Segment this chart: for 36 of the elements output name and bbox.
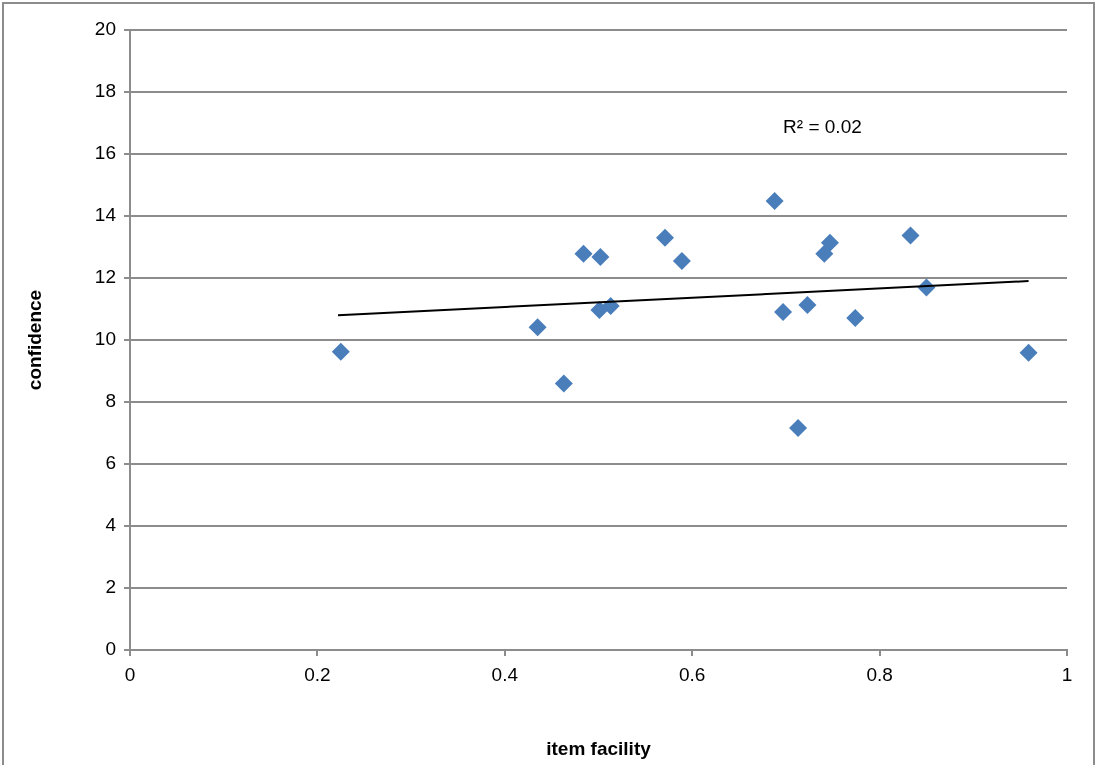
point: [815, 244, 834, 263]
point: [331, 342, 350, 361]
y-tick-label: 18: [94, 80, 116, 102]
point: [901, 226, 920, 245]
x-tick-label: 0.4: [491, 663, 519, 685]
point: [1019, 343, 1038, 362]
y-tick-label: 0: [105, 638, 116, 660]
y-tick-label: 12: [94, 266, 116, 288]
y-tick-label: 16: [94, 142, 116, 164]
x-tick-label: 0: [124, 663, 136, 685]
point: [820, 233, 839, 252]
x-tick-label: 0.6: [678, 663, 706, 685]
x-tick-label: 0.2: [304, 663, 331, 685]
point: [574, 244, 593, 263]
x-tick-label: 1: [1061, 663, 1073, 685]
point: [672, 251, 691, 270]
point: [774, 303, 793, 322]
x-tick-label: 0.8: [866, 663, 893, 685]
y-axis-title: confidence: [23, 289, 45, 391]
point: [765, 192, 784, 211]
point: [789, 419, 808, 438]
point: [798, 295, 817, 314]
y-tick-label: 14: [94, 204, 117, 226]
point: [846, 308, 865, 327]
y-tick-label: 20: [94, 18, 116, 40]
y-tick-label: 8: [105, 390, 116, 412]
y-tick-label: 10: [94, 328, 116, 350]
point: [528, 318, 547, 337]
point: [656, 228, 675, 247]
y-tick-label: 4: [105, 514, 117, 536]
y-tick-label: 6: [105, 452, 116, 474]
y-tick-label: 2: [105, 576, 116, 598]
annotation: R² = 0.02: [783, 115, 862, 137]
point: [591, 247, 610, 266]
point: [554, 374, 573, 393]
x-axis-title: item facility: [546, 737, 652, 759]
